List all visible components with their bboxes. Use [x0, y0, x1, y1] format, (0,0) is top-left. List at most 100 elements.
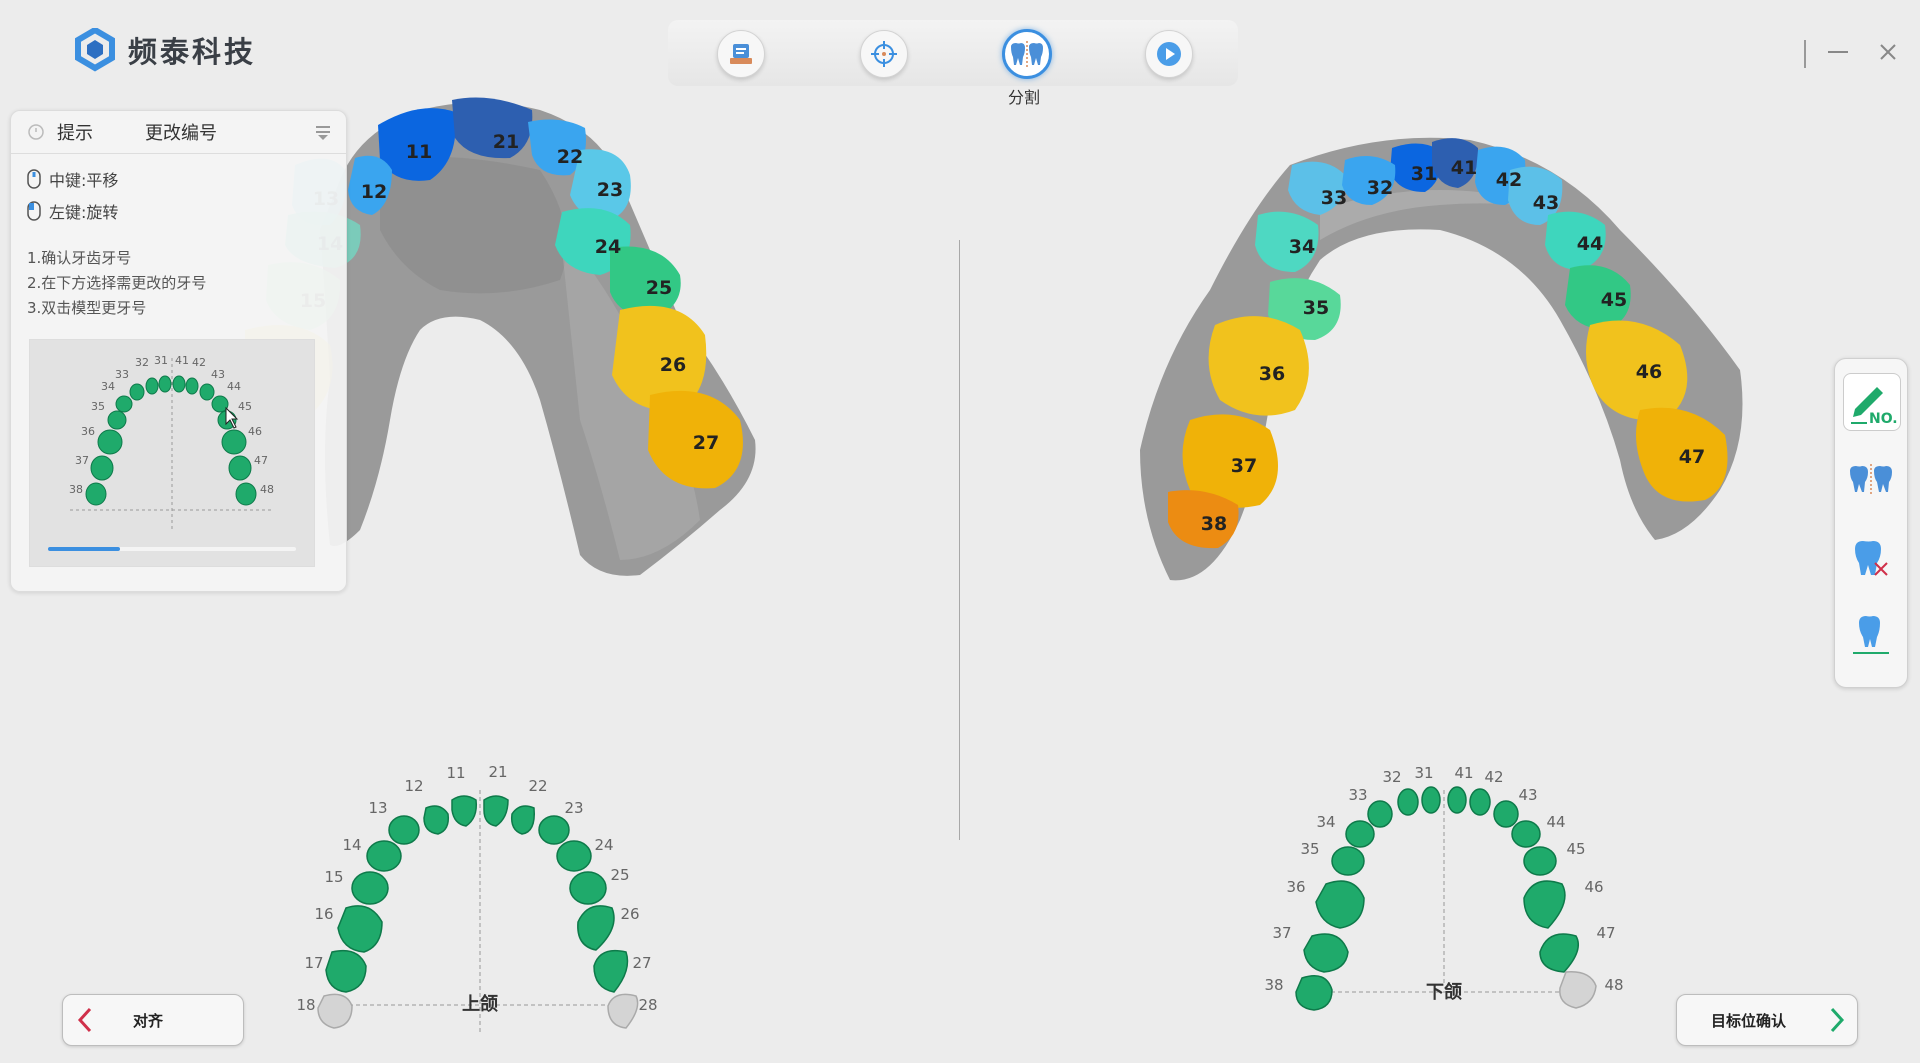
svg-text:33: 33 [1348, 786, 1367, 804]
scanner-icon [730, 44, 752, 64]
svg-text:12: 12 [361, 181, 387, 203]
svg-text:38: 38 [69, 483, 83, 496]
close-icon [1880, 44, 1896, 60]
svg-text:48: 48 [1604, 976, 1623, 994]
mouse-middle-icon [27, 169, 41, 189]
svg-text:36: 36 [1259, 363, 1285, 385]
svg-text:35: 35 [1303, 297, 1329, 319]
collapse-icon[interactable] [314, 123, 332, 141]
svg-text:48: 48 [260, 483, 274, 496]
step-1: 1.确认牙齿牙号 [27, 249, 132, 267]
svg-text:36: 36 [81, 425, 95, 438]
teeth-split-icon [1011, 41, 1043, 67]
mouse-hint-middle: 中键:平移 [27, 167, 118, 191]
svg-text:13: 13 [368, 799, 387, 817]
renumber-tool-button[interactable]: NO. [1843, 373, 1901, 431]
svg-text:45: 45 [238, 400, 252, 413]
svg-text:23: 23 [597, 179, 623, 201]
lower-teeth[interactable] [1168, 138, 1728, 549]
svg-text:42: 42 [1496, 169, 1522, 191]
svg-text:31: 31 [1411, 163, 1437, 185]
svg-text:28: 28 [638, 996, 657, 1014]
slider-fill [48, 547, 120, 551]
svg-text:31: 31 [154, 354, 168, 367]
view-divider [959, 240, 960, 840]
svg-text:45: 45 [1601, 289, 1627, 311]
tooth-base-tool-button[interactable] [1843, 607, 1899, 663]
svg-text:21: 21 [488, 763, 507, 781]
tab-hint[interactable]: 提示 [57, 123, 93, 144]
step-3: 3.双击模型更牙号 [27, 299, 147, 317]
mouse-hint-left: 左键:旋转 [27, 199, 118, 223]
lower-jaw-label: 下颌 [1426, 981, 1462, 1003]
cursor-icon [225, 406, 239, 429]
missing-tooth-28 [607, 993, 639, 1029]
svg-text:26: 26 [620, 905, 639, 923]
svg-text:36: 36 [1286, 878, 1305, 896]
svg-text:46: 46 [1584, 878, 1603, 896]
back-button[interactable]: 对齐 [62, 994, 244, 1046]
mini-chart-slider[interactable] [48, 547, 296, 551]
svg-text:44: 44 [227, 380, 241, 393]
svg-text:21: 21 [493, 131, 519, 153]
minimize-button[interactable] [1820, 34, 1856, 70]
svg-text:47: 47 [254, 454, 268, 467]
svg-text:32: 32 [1367, 177, 1393, 199]
svg-text:43: 43 [1533, 192, 1559, 214]
logo-text: 频泰科技 [128, 35, 257, 69]
svg-text:41: 41 [1451, 157, 1477, 179]
next-label: 目标位确认 [1711, 1011, 1787, 1030]
svg-text:34: 34 [101, 380, 115, 393]
svg-text:44: 44 [1546, 813, 1565, 831]
delete-tooth-tool-button[interactable] [1843, 529, 1899, 585]
svg-text:37: 37 [1272, 924, 1291, 942]
align-step-button[interactable] [860, 30, 908, 78]
svg-text:27: 27 [632, 954, 651, 972]
tooth-base-icon [1853, 616, 1889, 654]
svg-text:47: 47 [1679, 446, 1705, 468]
upper-tooth-chart[interactable]: 11 21 12 22 13 23 14 24 15 25 16 26 17 2… [290, 760, 680, 1040]
svg-text:46: 46 [248, 425, 262, 438]
svg-text:18: 18 [296, 996, 315, 1014]
missing-tooth-48 [1559, 971, 1597, 1009]
upper-jaw-label: 上颌 [462, 993, 498, 1015]
svg-text:37: 37 [1231, 455, 1257, 477]
chevron-right-icon [1830, 1007, 1845, 1033]
svg-text:11: 11 [446, 764, 465, 782]
minimize-icon [1828, 51, 1848, 53]
svg-text:47: 47 [1596, 924, 1615, 942]
import-model-button[interactable] [717, 30, 765, 78]
svg-text:24: 24 [594, 836, 613, 854]
svg-text:42: 42 [192, 356, 206, 369]
svg-text:32: 32 [1382, 768, 1401, 786]
renumber-icon: NO. [1851, 387, 1897, 425]
svg-text:24: 24 [595, 236, 621, 258]
svg-text:17: 17 [304, 954, 323, 972]
svg-text:NO.: NO. [1869, 411, 1897, 425]
segment-step-button[interactable] [1002, 29, 1052, 79]
lower-tooth-chart[interactable]: 32 31 41 42 33 43 34 44 35 45 36 46 37 4… [1250, 760, 1640, 1040]
info-icon [28, 124, 44, 140]
logo-icon [75, 28, 115, 72]
svg-text:34: 34 [1289, 236, 1315, 258]
svg-text:35: 35 [1300, 840, 1319, 858]
svg-text:45: 45 [1566, 840, 1585, 858]
svg-text:44: 44 [1577, 233, 1603, 255]
svg-text:34: 34 [1316, 813, 1335, 831]
play-step-button[interactable] [1145, 30, 1193, 78]
next-button[interactable]: 目标位确认 [1676, 994, 1858, 1046]
svg-text:43: 43 [1518, 786, 1537, 804]
back-label: 对齐 [133, 1011, 164, 1030]
svg-text:25: 25 [610, 866, 629, 884]
svg-text:41: 41 [175, 354, 189, 367]
close-button[interactable] [1870, 34, 1906, 70]
mini-chart-svg[interactable]: 32 31 41 42 33 43 34 44 35 45 36 46 37 4… [30, 340, 314, 566]
mini-tooth-chart[interactable]: 32 31 41 42 33 43 34 44 35 45 36 46 37 4… [29, 339, 315, 567]
svg-text:33: 33 [115, 368, 129, 381]
svg-text:38: 38 [1264, 976, 1283, 994]
tab-renumber[interactable]: 更改编号 [145, 123, 217, 144]
split-teeth-tool-button[interactable] [1843, 451, 1899, 507]
hint-panel: 提示 更改编号 中键:平移 左键:旋转 1.确认牙齿牙号 2.在下方选择需更改的… [10, 110, 347, 592]
svg-text:25: 25 [646, 277, 672, 299]
svg-text:33: 33 [1321, 187, 1347, 209]
